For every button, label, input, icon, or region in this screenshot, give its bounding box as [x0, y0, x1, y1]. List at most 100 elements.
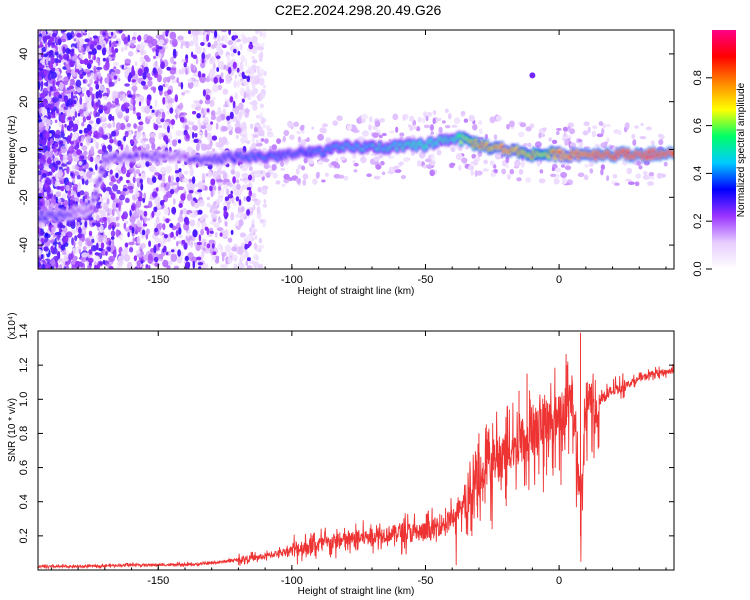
noise-point: [234, 108, 239, 115]
noise-point: [44, 40, 48, 50]
noise-point: [165, 165, 172, 174]
noise-point: [147, 76, 153, 81]
noise-point: [215, 200, 220, 207]
noise-point: [177, 249, 182, 257]
noise-point: [49, 86, 54, 92]
noise-point: [368, 124, 372, 131]
noise-point: [146, 35, 153, 44]
noise-point: [227, 237, 233, 243]
noise-point: [70, 229, 78, 235]
ridge-core: [192, 157, 196, 161]
snr-scale-label: (x10⁴): [7, 312, 18, 339]
noise-point: [101, 145, 107, 153]
noise-point: [51, 226, 56, 233]
noise-point: [55, 191, 62, 198]
noise-point: [280, 167, 286, 171]
noise-point: [72, 123, 78, 131]
noise-point: [155, 187, 159, 192]
noise-point: [38, 164, 44, 170]
noise-point: [243, 91, 247, 99]
noise-point: [154, 210, 161, 217]
noise-point: [140, 242, 146, 249]
noise-point: [402, 114, 407, 121]
noise-point: [41, 80, 44, 88]
noise-point: [238, 219, 244, 227]
noise-point: [146, 99, 151, 107]
noise-point: [170, 231, 174, 238]
noise-point: [218, 243, 222, 251]
noise-point: [237, 212, 241, 217]
y-tick-label: 1.0: [18, 392, 30, 407]
noise-point: [205, 144, 212, 151]
noise-point: [463, 118, 469, 123]
noise-point: [509, 120, 515, 128]
noise-point: [121, 214, 126, 220]
noise-point: [163, 234, 168, 239]
noise-point: [191, 256, 198, 264]
noise-point: [381, 132, 387, 137]
noise-point: [112, 184, 119, 192]
noise-point: [45, 58, 49, 65]
noise-point: [39, 93, 45, 98]
noise-point: [68, 146, 75, 155]
noise-point: [113, 61, 119, 67]
noise-point: [198, 266, 202, 269]
noise-point: [319, 127, 327, 134]
noise-point: [85, 135, 92, 144]
noise-point: [199, 75, 207, 84]
noise-point: [77, 240, 83, 246]
noise-point: [553, 178, 560, 185]
noise-point: [165, 131, 173, 137]
noise-point: [121, 104, 127, 109]
noise-point: [188, 196, 193, 200]
noise-point: [206, 243, 211, 249]
noise-point: [214, 232, 218, 238]
noise-point: [78, 227, 82, 235]
noise-point: [187, 78, 193, 84]
noise-point: [252, 261, 260, 268]
noise-point: [76, 58, 80, 66]
noise-point: [87, 31, 91, 39]
noise-point: [221, 126, 228, 132]
noise-point: [171, 206, 177, 215]
noise-point: [379, 117, 386, 123]
noise-point: [245, 260, 249, 267]
colorbar-tick-label: 0.6: [692, 118, 704, 133]
noise-point: [162, 97, 166, 105]
noise-point: [591, 130, 597, 138]
noise-point: [157, 253, 164, 260]
noise-point: [161, 199, 165, 203]
noise-point: [186, 146, 193, 153]
noise-point: [255, 143, 263, 147]
noise-point: [173, 182, 180, 186]
noise-point: [82, 246, 87, 251]
noise-point: [224, 196, 229, 201]
noise-point: [99, 261, 103, 265]
noise-point: [115, 172, 119, 179]
noise-point: [444, 125, 451, 129]
noise-point: [102, 260, 106, 265]
noise-point: [535, 141, 542, 148]
noise-point: [165, 81, 169, 89]
noise-point: [561, 177, 568, 184]
y-tick-label: 1.2: [18, 357, 30, 372]
noise-point: [108, 240, 112, 246]
noise-point: [52, 176, 56, 185]
noise-point: [432, 117, 436, 125]
noise-point: [201, 58, 205, 64]
noise-point: [226, 54, 231, 62]
noise-point: [185, 67, 188, 76]
noise-point: [230, 190, 233, 195]
noise-point: [73, 99, 77, 105]
noise-point: [450, 162, 456, 167]
noise-point: [88, 51, 94, 55]
noise-point: [84, 30, 88, 33]
noise-point: [146, 217, 151, 222]
noise-point: [105, 250, 108, 256]
noise-point: [194, 242, 198, 247]
noise-point: [93, 65, 96, 74]
noise-point: [55, 81, 60, 86]
noise-point: [142, 72, 147, 80]
noise-point: [213, 210, 221, 214]
noise-point: [67, 153, 73, 161]
